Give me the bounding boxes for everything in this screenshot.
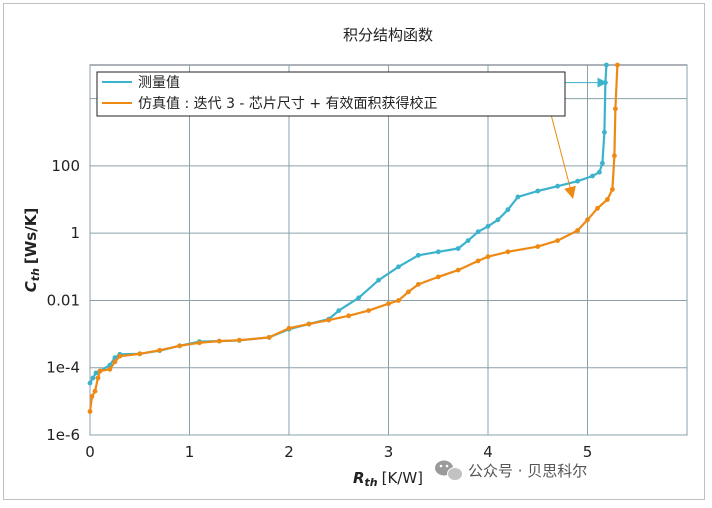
chart-title: 积分结构函数: [343, 26, 433, 44]
series-1-point-32: [585, 217, 590, 223]
legend-label-simulated: 仿真值 : 迭代 3 - 芯片尺寸 + 有效面积获得校正: [138, 95, 438, 112]
series-1-point-8: [137, 351, 143, 357]
series-0-point-25: [475, 229, 481, 235]
figure-frame: [3, 3, 705, 500]
series-1-point-23: [415, 282, 421, 287]
series-layer: [87, 62, 620, 414]
series-0-point-30: [535, 188, 541, 194]
series-1-point-11: [197, 340, 202, 346]
series-0-point-18: [356, 295, 362, 301]
x-tick-label-4: 4: [483, 443, 493, 461]
series-0-point-35: [600, 160, 605, 166]
series-1-point-1: [89, 394, 95, 399]
y-tick-label-1: 1e-4: [46, 359, 80, 377]
series-1-point-25: [455, 267, 461, 273]
series-0-point-34: [597, 169, 602, 175]
series-0-point-19: [376, 277, 381, 283]
x-axis-unit: [K/W]: [382, 469, 423, 487]
series-0-point-23: [455, 246, 461, 251]
series-1-point-16: [306, 321, 312, 327]
series-0-point-20: [396, 264, 401, 270]
series-1-point-0: [87, 409, 93, 414]
series-0-point-29: [515, 194, 521, 200]
x-axis-label: Rth [K/W]: [353, 469, 423, 489]
x-axis-subscript: th: [365, 476, 378, 489]
series-0-point-26: [485, 223, 491, 229]
y-tick-label-0: 1e-6: [46, 426, 80, 444]
series-1-point-22: [406, 289, 411, 295]
series-1-point-18: [346, 313, 352, 319]
series-1-point-19: [366, 308, 371, 313]
series-1-point-28: [505, 249, 511, 255]
x-tick-label-5: 5: [583, 443, 593, 461]
y-axis-unit: [Ws/K]: [22, 208, 40, 264]
series-1-point-6: [112, 359, 118, 365]
series-1-point-34: [605, 197, 610, 202]
x-tick-labels: 0 1 2 3 4 5: [85, 443, 592, 461]
series-0-point-32: [575, 178, 580, 184]
series-1-point-21: [396, 298, 401, 303]
y-axis-label: Cth [Ws/K]: [22, 208, 42, 292]
series-1-point-35: [610, 187, 615, 192]
series-1-point-4: [97, 368, 103, 374]
watermark: 公众号 · 贝思科尔: [435, 460, 587, 481]
legend-box: [96, 71, 566, 117]
y-tick-label-4: 100: [51, 157, 80, 175]
series-0-point-27: [495, 217, 501, 223]
series-1-point-31: [575, 228, 580, 233]
legend: 测量值 仿真值 : 迭代 3 - 芯片尺寸 + 有效面积获得校正: [96, 71, 566, 117]
series-1-point-33: [595, 205, 600, 211]
x-tick-label-2: 2: [284, 443, 294, 461]
x-axis-symbol: R: [353, 469, 365, 487]
series-1-point-29: [535, 244, 541, 250]
series-1-point-13: [236, 337, 242, 343]
y-tick-label-3: 1: [70, 224, 80, 242]
series-0-point-36: [602, 129, 607, 135]
y-axis-subscript: th: [29, 268, 42, 281]
series-1-point-20: [386, 301, 391, 307]
series-0-point-33: [590, 173, 595, 179]
series-1-point-26: [475, 258, 481, 264]
series-1-point-10: [177, 343, 183, 349]
series-1-point-14: [266, 335, 272, 340]
series-1-point-2: [92, 388, 98, 394]
x-tick-label-1: 1: [185, 443, 195, 461]
annotation-arrow-1: [547, 101, 576, 199]
series-1-point-7: [117, 353, 123, 359]
y-tick-label-2: 0.01: [47, 291, 80, 309]
series-0-point-0: [87, 380, 93, 386]
series-1-point-9: [157, 347, 163, 353]
y-tick-labels: 1e-6 1e-4 0.01 1 100: [46, 157, 80, 444]
series-0-point-22: [435, 249, 441, 255]
series-1-point-15: [286, 325, 292, 331]
x-tick-label-3: 3: [384, 443, 394, 461]
series-1-point-27: [485, 254, 491, 260]
series-0-point-17: [336, 308, 342, 313]
series-1-point-3: [95, 375, 101, 381]
series-0-point-1: [90, 375, 96, 381]
series-0-point-2: [93, 370, 99, 376]
series-1-point-30: [555, 238, 560, 244]
series-0-point-28: [505, 207, 511, 213]
series-1-point-17: [326, 317, 332, 323]
series-0-point-21: [415, 252, 421, 258]
series-1-point-38: [615, 62, 620, 68]
wechat-icon: [435, 460, 463, 481]
series-1-point-5: [107, 366, 113, 372]
series-0-point-38: [604, 62, 609, 68]
series-1-point-24: [435, 274, 441, 280]
series-1-point-12: [216, 338, 222, 344]
x-tick-label-0: 0: [85, 443, 95, 461]
watermark-text: 公众号 · 贝思科尔: [468, 462, 587, 480]
series-0-point-31: [555, 183, 560, 189]
series-1-point-36: [612, 153, 617, 159]
legend-label-measured: 测量值: [138, 75, 180, 91]
series-1-point-37: [613, 106, 618, 112]
y-axis-symbol: C: [22, 281, 40, 292]
series-0-point-24: [465, 238, 471, 244]
